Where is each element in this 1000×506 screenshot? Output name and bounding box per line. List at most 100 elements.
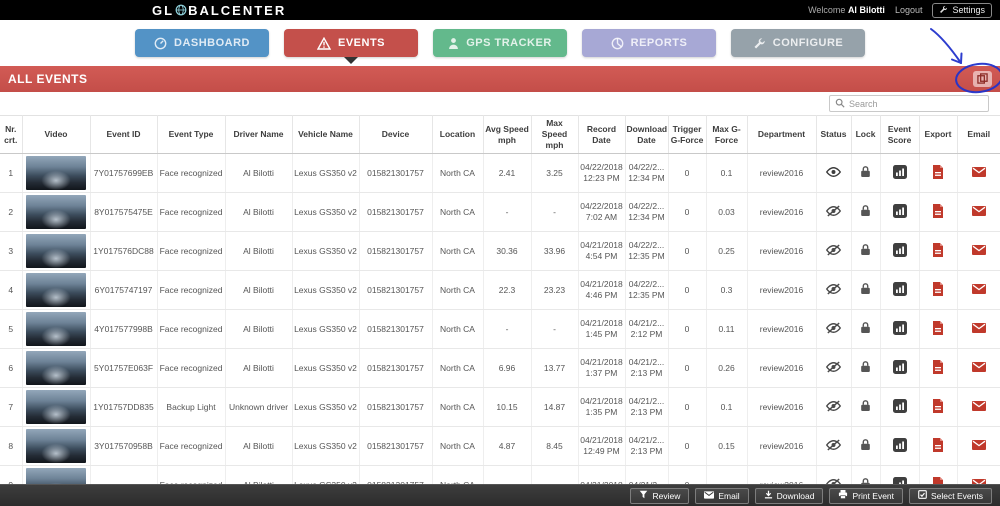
email-icon[interactable] [971,361,986,372]
location: North CA [432,270,484,311]
review-button[interactable]: Review [630,487,690,504]
search-input-wrapper [829,95,989,112]
vehicle-name: Lexus GS350 v2 [292,426,360,467]
email-icon[interactable] [971,166,986,177]
row-number: 1 [0,153,23,194]
max-speed: 8.45 [531,426,579,467]
event-score-icon[interactable] [892,320,907,335]
email-icon[interactable] [971,400,986,411]
video-thumbnail[interactable] [26,312,86,347]
footer-button-label: Email [718,490,740,501]
status-hidden-eye-slash-icon[interactable] [825,439,842,451]
dashboard-icon [154,37,167,50]
lock-icon[interactable] [860,243,871,256]
status-visible-eye-icon[interactable] [825,166,842,178]
print-event-button[interactable]: Print Event [829,487,904,504]
email-button[interactable]: Email [695,487,749,504]
max-gforce: 0.1 [706,153,748,194]
lock-icon[interactable] [860,360,871,373]
event-score-icon[interactable] [892,242,907,257]
tab-label: GPS TRACKER [466,37,552,49]
export-pdf-icon[interactable] [932,398,944,413]
video-thumbnail[interactable] [26,351,86,386]
event-score-icon[interactable] [892,281,907,296]
video-thumbnail[interactable] [26,429,86,464]
table-row[interactable]: 5 4Y017577998B Face recognized Al Bilotti Le… [0,309,1000,350]
tab-configure[interactable]: CONFIGURE [731,29,865,57]
download-date: 04/22/2... 12:35 PM [625,270,669,311]
table-row[interactable]: 8 3Y017570958B Face recognized Al Bilotti Le… [0,426,1000,467]
email-icon[interactable] [971,205,986,216]
department: review2016 [747,231,817,272]
search-input[interactable] [849,98,983,109]
tab-reports[interactable]: REPORTS [582,29,716,57]
video-thumbnail[interactable] [26,390,86,425]
status-hidden-eye-slash-icon[interactable] [825,244,842,256]
max-gforce: 0.03 [706,192,748,233]
table-row[interactable]: 1 7Y01757699EB Face recognized Al Bilotti Le… [0,153,1000,194]
status-hidden-eye-slash-icon[interactable] [825,400,842,412]
lock-icon[interactable] [860,321,871,334]
table-row[interactable]: 3 1Y017576DC88 Face recognized Al Bilotti Le… [0,231,1000,272]
event-score-icon[interactable] [892,437,907,452]
logout-link[interactable]: Logout [894,5,923,15]
avg-speed: 6.96 [483,348,532,389]
select-events-button[interactable]: Select Events [909,487,992,504]
row-number: 6 [0,348,23,389]
export-pdf-icon[interactable] [932,437,944,452]
column-header: Trigger G-Force [668,114,707,155]
video-thumbnail[interactable] [26,156,86,191]
topbar: GL BALCENTER Welcome Al Bilotti Logout S… [0,0,1000,20]
column-header: Nr. crt. [0,114,23,155]
lock-icon[interactable] [860,204,871,217]
table-row[interactable]: 7 1Y01757DD835 Backup Light Unknown driver L… [0,387,1000,428]
status-hidden-eye-slash-icon[interactable] [825,283,842,295]
table-row[interactable]: 2 8Y017575475E Face recognized Al Bilotti Le… [0,192,1000,233]
email-icon[interactable] [971,244,986,255]
event-type: Face recognized [157,426,226,467]
email-icon[interactable] [971,283,986,294]
lock-icon[interactable] [860,438,871,451]
video-thumbnail[interactable] [26,273,86,308]
export-pdf-icon[interactable] [932,203,944,218]
export-pdf-icon[interactable] [932,242,944,257]
export-pdf-icon[interactable] [932,359,944,374]
export-pdf-icon[interactable] [932,281,944,296]
video-thumbnail[interactable] [26,195,86,230]
status-hidden-eye-slash-icon[interactable] [825,205,842,217]
export-pdf-icon[interactable] [932,320,944,335]
column-header: Avg Speed mph [483,114,532,155]
table-row[interactable]: 4 6Y0175747197 Face recognized Al Bilotti Le… [0,270,1000,311]
footer-button-label: Select Events [931,490,983,501]
funnel-icon [639,490,648,501]
trigger-gforce: 0 [668,387,707,428]
event-score-icon[interactable] [892,398,907,413]
tab-dashboard[interactable]: DASHBOARD [135,29,269,57]
video-thumbnail[interactable] [26,234,86,269]
driver-name: Unknown driver [225,387,293,428]
lock-icon[interactable] [860,399,871,412]
lock-icon[interactable] [860,165,871,178]
status-hidden-eye-slash-icon[interactable] [825,361,842,373]
export-events-button[interactable] [973,71,992,87]
event-score-icon[interactable] [892,359,907,374]
trigger-gforce: 0 [668,192,707,233]
export-pdf-icon[interactable] [932,164,944,179]
email-icon[interactable] [971,439,986,450]
avg-speed: - [483,309,532,350]
download-button[interactable]: Download [754,487,824,504]
status-hidden-eye-slash-icon[interactable] [825,322,842,334]
event-score-icon[interactable] [892,164,907,179]
tab-gps-tracker[interactable]: GPS TRACKER [433,29,567,57]
event-score-icon[interactable] [892,203,907,218]
email-icon[interactable] [971,322,986,333]
location: North CA [432,153,484,194]
tab-events[interactable]: EVENTS [284,29,418,64]
event-type: Face recognized [157,348,226,389]
settings-button[interactable]: Settings [932,2,992,18]
max-gforce: 0.3 [706,270,748,311]
table-row[interactable]: 6 5Y01757E063F Face recognized Al Bilotti Le… [0,348,1000,389]
event-type: Backup Light [157,387,226,428]
warning-icon [316,36,331,50]
lock-icon[interactable] [860,282,871,295]
